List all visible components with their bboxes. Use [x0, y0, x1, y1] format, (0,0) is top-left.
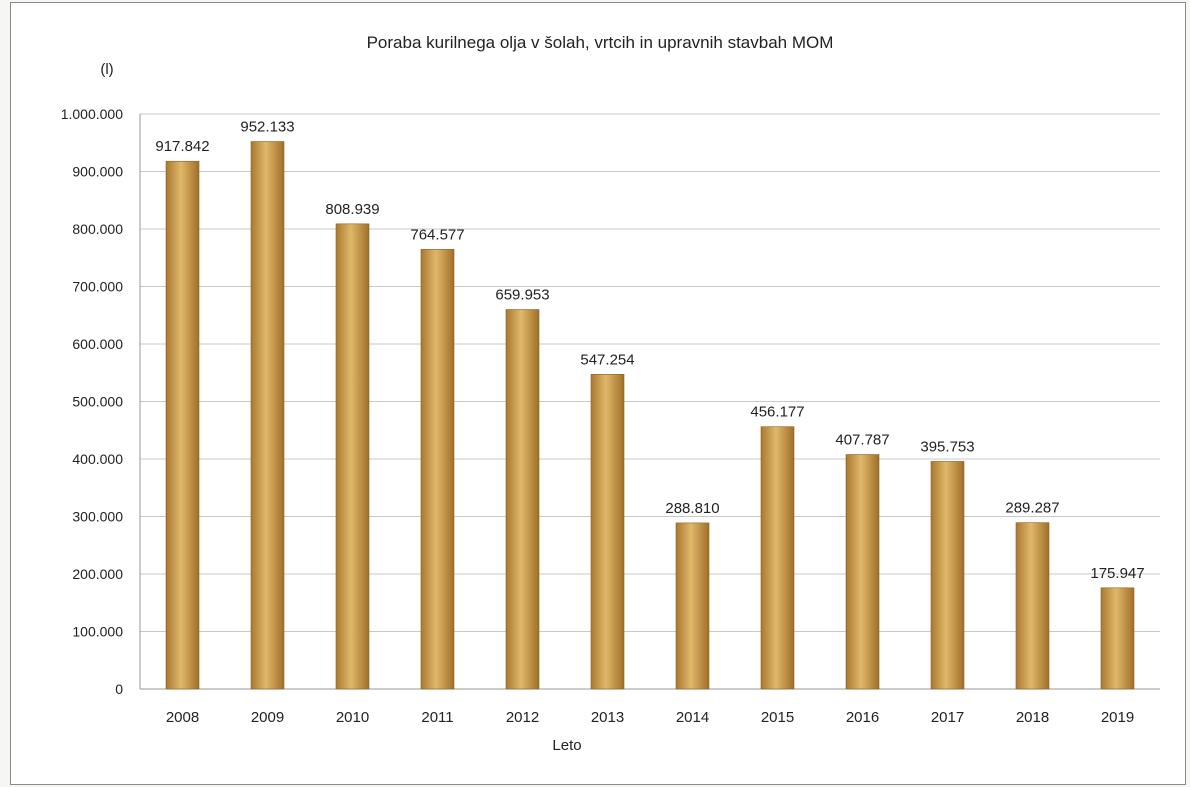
bar-2011 [420, 249, 455, 690]
bar-2014 [675, 522, 710, 690]
x-tick-label: 2019 [1101, 709, 1134, 726]
y-tick-label: 400.000 [72, 451, 123, 467]
bar-2012 [505, 309, 540, 690]
x-tick-label: 2008 [166, 709, 199, 726]
data-label-2016: 407.787 [835, 432, 889, 449]
data-label-2017: 395.753 [920, 438, 974, 455]
y-axis-label: (l) [100, 61, 113, 78]
y-tick-label: 600.000 [72, 336, 123, 352]
y-tick-label: 100.000 [72, 624, 123, 640]
x-tick-label: 2011 [421, 709, 453, 726]
data-label-2008: 917.842 [155, 138, 209, 155]
data-label-2019: 175.947 [1090, 565, 1144, 582]
data-label-2013: 547.254 [580, 351, 634, 368]
bar-2009 [250, 141, 285, 690]
bar-2017 [930, 461, 965, 690]
bar-2016 [845, 454, 880, 690]
x-tick-label: 2012 [506, 709, 539, 726]
y-tick-label: 0 [115, 681, 123, 697]
x-tick-label: 2009 [251, 709, 284, 726]
bar-2013 [590, 374, 625, 690]
y-tick-label: 300.000 [72, 509, 123, 525]
x-tick-label: 2014 [676, 709, 709, 726]
y-tick-label: 200.000 [72, 566, 123, 582]
bar-2019 [1100, 587, 1135, 690]
x-tick-label: 2018 [1016, 709, 1049, 726]
x-tick-label: 2013 [591, 709, 624, 726]
y-tick-label: 800.000 [72, 221, 123, 237]
x-axis-label: Leto [552, 737, 581, 754]
x-tick-label: 2010 [336, 709, 369, 726]
bar-2018 [1015, 522, 1050, 690]
data-label-2018: 289.287 [1005, 500, 1059, 517]
chart-title: Poraba kurilnega olja v šolah, vrtcih in… [367, 33, 834, 52]
x-tick-label: 2017 [931, 709, 964, 726]
x-tick-label: 2015 [761, 709, 794, 726]
data-label-2011: 764.577 [410, 226, 464, 243]
y-tick-label: 500.000 [72, 394, 123, 410]
y-tick-label: 700.000 [72, 279, 123, 295]
data-label-2010: 808.939 [325, 201, 379, 218]
x-tick-label: 2016 [846, 709, 879, 726]
y-tick-label: 900.000 [72, 164, 123, 180]
bar-2010 [335, 223, 370, 690]
bar-2015 [760, 426, 795, 690]
data-label-2014: 288.810 [665, 500, 719, 517]
data-label-2009: 952.133 [240, 119, 294, 136]
y-tick-label: 1.000.000 [61, 106, 123, 122]
data-label-2015: 456.177 [750, 404, 804, 421]
data-label-2012: 659.953 [495, 287, 549, 304]
bar-2008 [165, 160, 200, 690]
